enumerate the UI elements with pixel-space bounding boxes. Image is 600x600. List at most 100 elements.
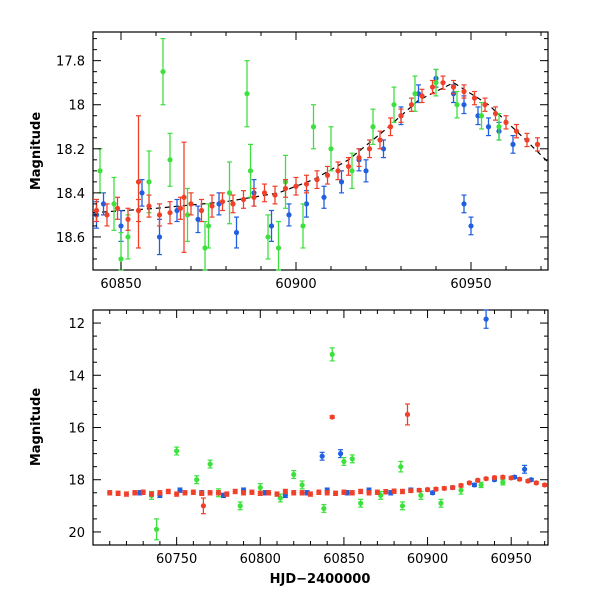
x-tick-label: 60850 [323,552,364,567]
red-data-point [274,491,280,497]
red-data-point [135,179,142,185]
red-data-point [341,489,347,495]
red-data-point [383,489,389,495]
blue-data-point [363,168,369,174]
red-data-point [156,212,163,218]
green-data-point [458,487,464,493]
red-data-point [491,475,498,481]
red-data-point [387,124,394,130]
red-data-point [291,490,297,496]
red-data-point [293,183,299,189]
green-data-point [310,124,317,130]
red-data-point [492,110,499,117]
red-data-point [282,488,288,495]
red-data-point [282,185,289,192]
red-data-point [329,414,335,420]
x-tick-label: 60900 [407,552,448,567]
red-data-point [209,203,215,209]
blue-data-point [429,490,436,496]
red-data-point [374,489,380,495]
red-data-point [429,84,436,90]
red-data-point [516,476,523,482]
red-data-point [299,490,305,496]
x-tick-label: 60850 [100,277,141,292]
red-data-point [503,119,509,125]
top-plot-frame [92,31,549,271]
red-data-point [408,488,414,494]
blue-data-point [286,212,292,218]
green-data-point [226,190,233,196]
red-data-point [408,102,415,108]
blue-data-point [461,201,467,207]
x-tick-label: 60950 [450,277,491,292]
x-tick-label: 60800 [240,552,281,567]
red-data-point [483,476,489,482]
green-data-point [257,484,263,491]
red-data-point [165,488,171,495]
green-data-point [349,168,355,174]
red-data-point [132,490,138,496]
green-data-point [146,179,152,185]
bottom-data-marks [107,309,548,541]
red-data-point [500,474,506,480]
green-data-point [265,234,271,240]
green-data-point [454,102,460,108]
red-data-point [177,205,184,211]
green-data-point [500,479,506,485]
red-data-point [356,155,362,161]
red-data-point [140,489,146,495]
blue-data-point [139,190,145,196]
red-data-point [146,203,152,209]
green-data-point [478,482,484,488]
red-data-point [104,212,110,218]
green-data-point [300,223,306,229]
red-data-point [215,490,222,496]
green-data-point [418,492,424,498]
x-tick-label: 60950 [491,552,532,567]
green-data-point [291,471,297,478]
red-data-point [433,486,439,492]
red-data-point [475,477,481,483]
y-tick-label: 16 [68,422,85,437]
green-data-point [153,526,160,532]
red-data-point [404,411,411,418]
green-data-point [202,245,208,251]
red-data-point [157,490,163,496]
x-tick-label: 60750 [156,552,197,567]
bottom-plot-frame [92,309,549,546]
y-tick-label: 18 [68,474,85,489]
y-tick-label: 18.4 [56,187,85,202]
green-data-point [478,113,485,119]
blue-data-point [483,316,489,322]
blue-data-point [268,223,275,229]
red-data-point [525,478,531,484]
green-data-point [358,500,364,506]
blue-data-point [461,102,467,108]
green-data-point [97,168,103,174]
green-data-point [275,245,282,251]
red-data-point [272,192,278,198]
green-data-point [247,168,254,174]
red-data-point [199,490,205,496]
red-data-point [114,205,121,211]
red-data-point [224,491,230,497]
red-data-point [324,490,330,496]
red-data-point [424,487,431,493]
top-data-marks [92,38,549,271]
red-data-point [207,490,213,496]
red-data-point [391,488,397,494]
blue-data-point [471,482,477,488]
green-data-point [194,477,200,483]
red-data-point [107,490,113,496]
red-data-point [345,163,352,170]
red-data-point [542,482,548,488]
red-data-point [349,490,355,496]
green-data-point [299,482,305,488]
red-data-point [534,141,541,147]
top-axes: 60850 60900 60950 17.8 18 18.2 18.4 18.6 [56,32,548,292]
red-data-point [230,201,236,207]
red-data-point [314,177,320,183]
red-data-point [524,137,530,143]
red-data-point [232,488,238,495]
red-data-point [399,488,406,495]
